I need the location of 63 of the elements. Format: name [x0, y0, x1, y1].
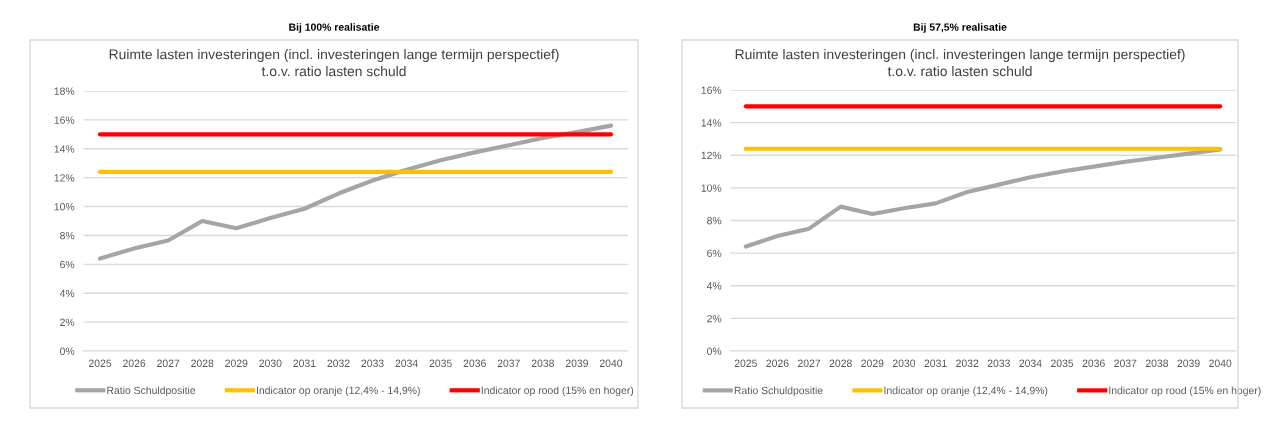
- y-tick-label: 2%: [60, 318, 75, 326]
- y-tick-label: 2%: [707, 314, 722, 323]
- x-tick-label: 2031: [293, 359, 316, 367]
- x-tick-label: 2037: [497, 359, 520, 367]
- x-tick-label: 2040: [1209, 359, 1232, 367]
- legend-label: Ratio Schuldpositie: [734, 386, 823, 397]
- chart-subtitle: Ruimte lasten investeringen (incl. investeringen lange termijn perspectief) t.o.v. ratio lasten schuld: [735, 49, 1185, 77]
- x-tick-label: 2032: [956, 359, 979, 367]
- x-tick-label: 2033: [361, 359, 384, 367]
- x-tick-label: 2028: [191, 359, 214, 367]
- y-tick-label: 8%: [707, 217, 722, 225]
- y-tick-label: 14%: [54, 145, 75, 153]
- legend-label: Indicator op rood (15% en hoger): [1109, 386, 1261, 397]
- legend-label: Indicator op rood (15% en hoger): [481, 386, 634, 397]
- x-tick-label: 2034: [1019, 359, 1042, 367]
- x-tick-label: 2027: [798, 359, 821, 367]
- x-tick-label: 2029: [225, 359, 248, 367]
- chart-subtitle: Ruimte lasten investeringen (incl. investeringen lange termijn perspectief) t.o.v. ratio lasten schuld: [109, 49, 559, 77]
- x-tick-label: 2035: [1051, 359, 1074, 367]
- x-tick-label: 2038: [1145, 359, 1169, 367]
- x-tick-label: 2030: [259, 359, 282, 367]
- y-tick-label: 10%: [54, 203, 75, 211]
- line-series: [743, 147, 1223, 249]
- x-tick-label: 2034: [395, 359, 418, 367]
- y-tick-label: 4%: [59, 289, 75, 298]
- x-tick-label: 2028: [829, 359, 852, 367]
- chart-title: Bij 57,5% realisatie: [913, 23, 1007, 33]
- x-tick-label: 2036: [463, 359, 486, 367]
- y-tick-label: 18%: [54, 87, 75, 95]
- y-tick-label: 16%: [701, 86, 722, 94]
- y-tick-label: 0%: [707, 347, 722, 355]
- x-tick-label: 2027: [157, 359, 180, 367]
- legend-label: Indicator op oranje (12,4% - 14,9%): [256, 386, 420, 397]
- x-tick-label: 2029: [861, 359, 884, 367]
- x-tick-label: 2032: [327, 359, 350, 367]
- x-tick-label: 2026: [766, 359, 789, 367]
- y-tick-label: 4%: [706, 282, 722, 290]
- y-tick-label: 8%: [60, 231, 75, 240]
- x-tick-label: 2031: [924, 359, 947, 367]
- x-tick-label: 2030: [892, 359, 916, 367]
- y-tick-label: 14%: [701, 119, 722, 127]
- x-tick-label: 2035: [429, 359, 452, 367]
- x-tick-label: 2026: [123, 359, 146, 367]
- y-tick-label: 12%: [701, 151, 722, 160]
- x-tick-label: 2037: [1114, 359, 1137, 367]
- x-tick-label: 2039: [1177, 359, 1200, 367]
- x-tick-label: 2025: [88, 359, 112, 367]
- legend-label: Indicator op oranje (12,4% - 14,9%): [884, 386, 1048, 397]
- chart-title: Bij 100% realisatie: [289, 23, 380, 33]
- y-tick-label: 12%: [54, 174, 75, 182]
- y-tick-label: 6%: [707, 249, 722, 257]
- x-tick-label: 2038: [531, 359, 554, 367]
- x-tick-label: 2036: [1082, 359, 1105, 367]
- x-tick-label: 2025: [734, 359, 757, 367]
- line-series: [97, 123, 614, 261]
- x-tick-label: 2033: [987, 359, 1010, 367]
- y-tick-label: 6%: [60, 260, 75, 269]
- x-tick-label: 2039: [565, 359, 588, 367]
- y-tick-label: 10%: [701, 184, 722, 192]
- legend-label: Ratio Schuldpositie: [107, 386, 196, 397]
- x-tick-label: 2040: [599, 359, 623, 367]
- y-tick-label: 0%: [60, 347, 75, 355]
- y-tick-label: 16%: [54, 116, 75, 124]
